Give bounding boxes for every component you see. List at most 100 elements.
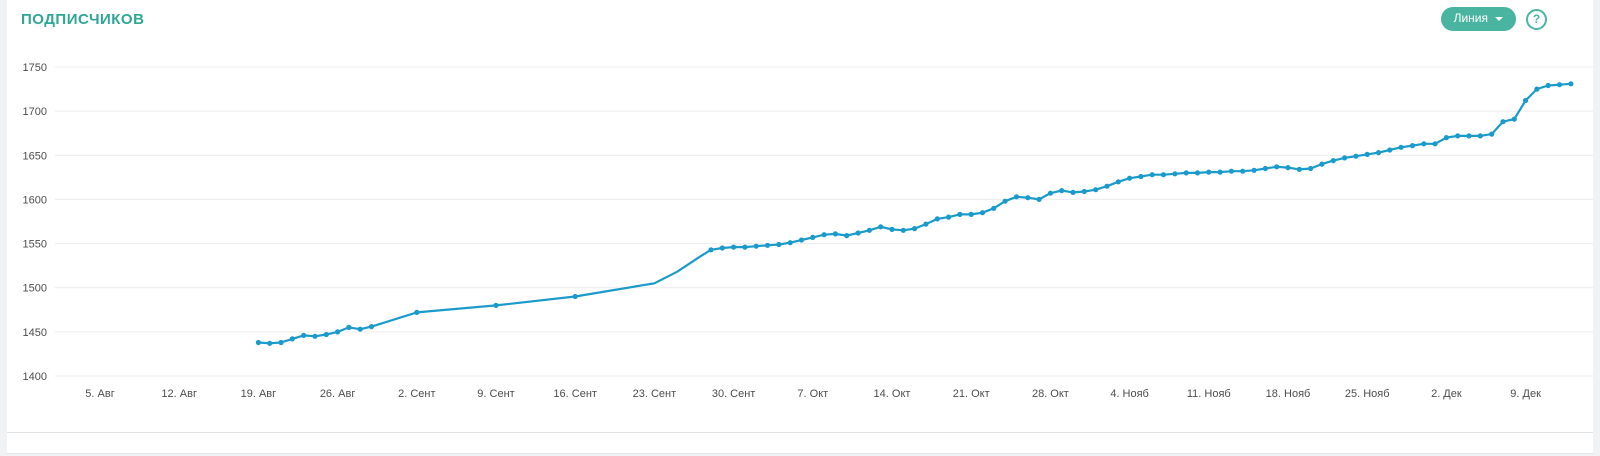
y-tick-label: 1550: [23, 239, 47, 251]
subscribers-line-chart[interactable]: 1400 1450 1500 1550 1600 1650 1700 1750 5. Авг 12…: [7, 38, 1593, 432]
data-point: [414, 309, 420, 315]
data-point: [957, 211, 963, 217]
chevron-down-icon: [1495, 17, 1503, 21]
data-point: [1262, 165, 1268, 172]
data-point: [1375, 150, 1382, 156]
data-point: [335, 329, 341, 335]
data-point: [1330, 158, 1336, 164]
x-tick-label: 25. Нояб: [1345, 388, 1390, 400]
data-point: [1409, 143, 1416, 149]
data-point: [900, 227, 906, 233]
data-point: [1319, 161, 1325, 167]
x-tick-label: 12. Авг: [161, 388, 197, 400]
data-point: [1296, 166, 1302, 172]
data-point: [810, 234, 816, 240]
y-tick-label: 1650: [23, 150, 47, 162]
data-point: [1432, 141, 1438, 147]
data-point: [798, 237, 805, 243]
y-tick-label: 1750: [23, 62, 47, 74]
data-point: [289, 336, 295, 342]
data-point: [1183, 170, 1189, 176]
chart-controls: Линия ?: [1440, 7, 1593, 31]
data-point: [1466, 133, 1472, 139]
data-point: [764, 242, 771, 248]
data-point: [934, 216, 940, 222]
y-tick-label: 1600: [23, 194, 47, 206]
x-tick-label: 18. Нояб: [1266, 388, 1311, 400]
help-icon-glyph: ?: [1532, 12, 1541, 26]
data-point: [1285, 165, 1291, 171]
data-point: [357, 326, 363, 332]
data-point: [1036, 196, 1042, 202]
data-point: [1353, 153, 1359, 159]
y-tick-label: 1450: [23, 327, 47, 339]
x-tick-label: 14. Окт: [874, 388, 911, 400]
series-line: [257, 82, 1572, 345]
data-point: [312, 333, 318, 339]
data-point: [731, 244, 737, 250]
data-point: [1194, 170, 1201, 176]
data-point: [832, 231, 839, 237]
data-point: [1240, 168, 1246, 174]
data-point: [923, 221, 929, 227]
y-tick-label: 1400: [23, 371, 47, 383]
x-tick-label: 9. Дек: [1510, 388, 1541, 400]
data-point: [821, 232, 827, 238]
data-point: [1104, 183, 1110, 189]
data-point: [301, 332, 307, 338]
data-point: [1421, 141, 1427, 147]
data-point: [1455, 133, 1461, 139]
data-point: [1443, 135, 1449, 141]
data-point: [1115, 179, 1121, 185]
data-point: [1523, 97, 1529, 104]
data-point: [1217, 169, 1223, 175]
data-point: [912, 226, 918, 232]
x-tick-label: 2. Сент: [398, 388, 435, 400]
subscribers-chart: 1400 1450 1500 1550 1600 1650 1700 1750 5. Авг 12…: [7, 38, 1593, 432]
chart-type-label: Линия: [1453, 11, 1488, 26]
help-icon[interactable]: ?: [1526, 8, 1547, 30]
data-point: [719, 245, 725, 251]
data-point: [1093, 187, 1099, 193]
data-point: [323, 331, 329, 338]
data-point: [1568, 81, 1574, 87]
data-point: [1127, 175, 1133, 181]
data-point: [278, 339, 284, 346]
data-point: [1059, 188, 1065, 194]
x-tick-label: 5. Авг: [85, 388, 114, 400]
data-point: [878, 224, 884, 230]
subscribers-panel: ПОДПИСЧИКОВ Линия ? 1400 1450 1500 1550 1600…: [7, 0, 1593, 433]
data-point: [1308, 165, 1314, 172]
chart-type-dropdown[interactable]: Линия: [1440, 7, 1516, 31]
data-point: [776, 241, 782, 248]
data-point: [1251, 167, 1257, 173]
data-point: [708, 247, 714, 253]
data-point: [787, 240, 793, 246]
data-point: [1398, 144, 1404, 150]
x-tick-label: 28. Окт: [1032, 388, 1069, 400]
data-point: [1138, 173, 1144, 180]
x-tick-label: 2. Дек: [1431, 388, 1462, 400]
data-point: [991, 205, 997, 211]
data-point: [968, 211, 974, 217]
x-tick-label: 16. Сент: [553, 388, 597, 400]
x-tick-label: 26. Авг: [320, 388, 356, 400]
data-point: [1070, 189, 1076, 195]
data-point: [753, 243, 759, 249]
x-tick-label: 23. Сент: [633, 388, 677, 400]
x-tick-label: 19. Авг: [241, 388, 277, 400]
data-point: [1364, 151, 1370, 157]
data-point: [1149, 172, 1155, 178]
x-tick-label: 4. Нояб: [1110, 388, 1149, 400]
data-point: [979, 210, 986, 216]
data-point: [267, 340, 273, 346]
data-point: [1160, 172, 1167, 178]
data-point: [493, 302, 499, 308]
y-tick-label: 1500: [23, 283, 47, 295]
data-point: [1274, 164, 1280, 170]
data-point: [742, 244, 748, 250]
data-point: [1556, 82, 1563, 88]
data-point: [889, 226, 895, 232]
data-point: [946, 214, 952, 220]
data-point: [1511, 116, 1517, 122]
